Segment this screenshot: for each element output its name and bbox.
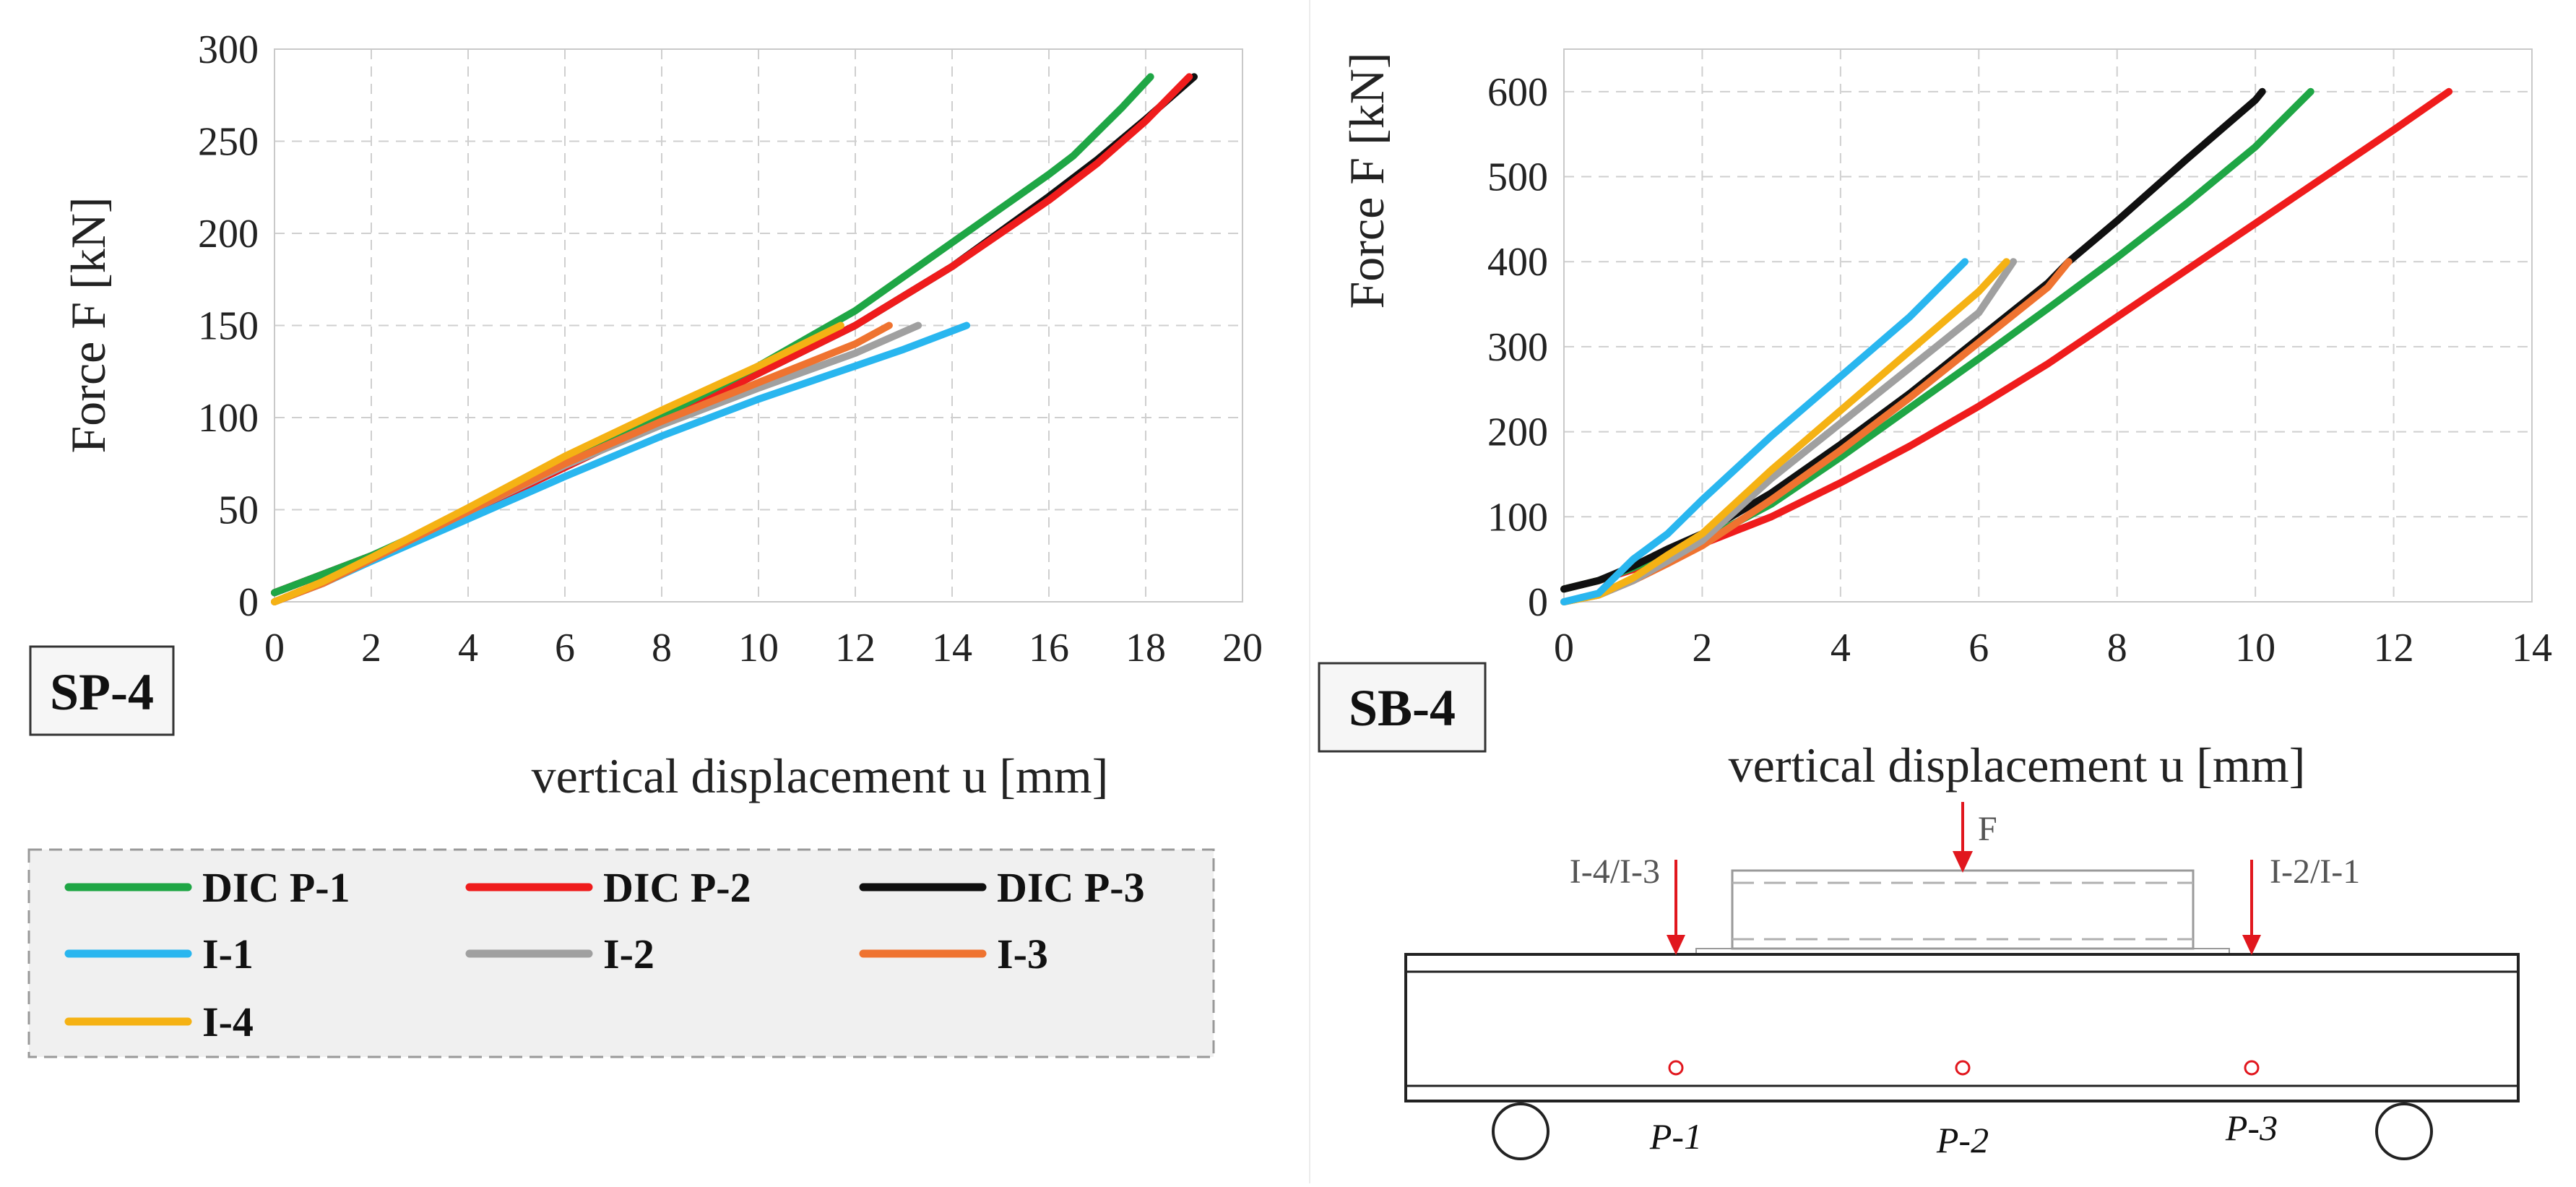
chart-sp4-x-tick-20: 20 [1222,626,1263,670]
chart-sp4-y-tick-200: 200 [198,212,259,256]
chart-sp4-x-tick-0: 0 [264,626,285,670]
chart-sp4-specimen-box [29,645,175,736]
panel-divider [1309,0,1310,1183]
chart-sb4-series-i-1 [1560,258,1969,605]
measurement-point-p3 [2244,1060,2260,1076]
chart-sb4-y-tick-500: 500 [1487,155,1548,200]
chart-sb4-series-i-4 [1560,258,2010,605]
chart-sb4-series-dic-p-3 [1560,87,2266,593]
chart-sb4-y-ticks: 0 100 200 300 400 500 600 [1487,70,1548,625]
chart-sp4-x-tick-14: 14 [932,626,972,670]
chart-sp4-y-axis-title: Force F [kN] [61,197,116,453]
chart-sb4-x-tick-10: 10 [2235,626,2275,670]
chart-sp4-plot-frame [274,48,1243,603]
legend-label-dic-p-2: DIC P-2 [603,864,751,911]
chart-sp4-y-tick-250: 250 [198,120,259,165]
chart-sp4-y-tick-0: 0 [238,580,259,625]
chart-sp4-series-i-4 [271,321,844,605]
chart-sb4-specimen-box [1318,662,1487,753]
chart-sb4-series-dic-p-1 [1560,87,2314,593]
load-arrow-icon [1953,851,1973,873]
left-gauge-arrow-icon [1667,935,1685,955]
chart-sb4-y-tick-600: 600 [1487,70,1548,115]
chart-sb4-x-axis-title: vertical displacement u [mm] [1729,738,2306,793]
chart-sb4-series [1560,87,2453,605]
chart-sb4-x-tick-2: 2 [1692,626,1712,670]
chart-sb4-x-tick-8: 8 [2107,626,2127,670]
chart-sb4-x-tick-6: 6 [1968,626,1989,670]
chart-sp4-x-tick-12: 12 [835,626,876,670]
legend-label-i-3: I-3 [997,931,1048,977]
chart-sb4-y-tick-0: 0 [1528,580,1548,625]
measurement-point-p2 [1955,1060,1971,1076]
legend-label-dic-p-3: DIC P-3 [997,864,1145,911]
chart-sb4-x-ticks: 0 2 4 6 8 10 12 14 [1554,626,2552,670]
chart-sb4-x-tick-14: 14 [2512,626,2552,670]
chart-sb4-specimen-label: SB-4 [1349,679,1456,737]
right-support-roller [2375,1102,2433,1160]
chart-sp4-x-tick-16: 16 [1029,626,1069,670]
chart-sb4-y-tick-400: 400 [1487,240,1548,285]
legend-label-i-4: I-4 [202,998,254,1045]
chart-sp4-y-tick-300: 300 [198,27,259,72]
beam-diagram: F I-4/I-3 I-2/I-1 P-1 P-2 P-3 [1404,802,2520,1160]
chart-sp4-y-tick-50: 50 [218,488,259,533]
chart-sp4-x-tick-2: 2 [361,626,381,670]
chart-sp4-series-dic-p-1 [271,73,1154,597]
legend-label-dic-p-1: DIC P-1 [202,864,350,911]
legend-entries: DIC P-1 DIC P-2 DIC P-3 I-1 I-2 I-3 I-4 [64,864,1145,1045]
legend-label-i-1: I-1 [202,931,254,977]
chart-sp4: 0 50 100 150 200 250 300 0 2 4 6 8 10 12 14 16 18 20 For… [29,27,1263,803]
chart-sp4-x-tick-4: 4 [458,626,478,670]
chart-sb4: 0 100 200 300 400 500 600 0 2 4 6 8 10 12 14 Force F … [1318,48,2552,793]
right-gauge-label: I-2/I-1 [2270,853,2360,891]
chart-sp4-x-tick-18: 18 [1125,626,1166,670]
chart-sb4-x-tick-0: 0 [1554,626,1574,670]
chart-sb4-y-tick-100: 100 [1487,495,1548,540]
chart-sp4-x-ticks: 0 2 4 6 8 10 12 14 16 18 20 [264,626,1263,670]
legend: DIC P-1 DIC P-2 DIC P-3 I-1 I-2 I-3 I-4 [27,848,1215,1058]
chart-sb4-y-tick-300: 300 [1487,325,1548,370]
left-gauge-label: I-4/I-3 [1570,853,1660,891]
chart-sb4-y-tick-200: 200 [1487,410,1548,455]
chart-sp4-series-dic-p-2 [271,73,1193,597]
chart-sp4-y-ticks: 0 50 100 150 200 250 300 [198,27,259,625]
chart-sp4-series [271,73,1198,605]
chart-sp4-x-tick-8: 8 [652,626,672,670]
point-label-p2: P-2 [1936,1120,1989,1160]
left-support-roller [1492,1102,1550,1160]
measurement-point-p1 [1668,1060,1684,1076]
chart-sb4-x-tick-4: 4 [1831,626,1851,670]
chart-sp4-y-tick-150: 150 [198,304,259,349]
chart-sp4-x-axis-title: vertical displacement u [mm] [532,748,1109,803]
chart-sb4-plot-frame [1563,48,2533,603]
legend-box [27,848,1215,1058]
chart-sb4-x-tick-12: 12 [2374,626,2414,670]
chart-sb4-y-axis-title: Force F [kN] [1339,52,1394,308]
load-label: F [1978,810,1997,848]
point-label-p1: P-1 [1649,1116,1702,1157]
legend-label-i-2: I-2 [603,931,654,977]
chart-sp4-x-tick-10: 10 [738,626,779,670]
chart-sp4-specimen-label: SP-4 [50,663,154,721]
chart-sp4-y-tick-100: 100 [198,396,259,441]
right-gauge-arrow-icon [2242,935,2261,955]
beam-body [1404,953,2520,1102]
chart-sp4-x-tick-6: 6 [555,626,575,670]
chart-sp4-series-i-1 [271,321,971,605]
chart-sp4-series-dic-p-3 [271,73,1198,597]
point-label-p3: P-3 [2225,1108,2278,1148]
